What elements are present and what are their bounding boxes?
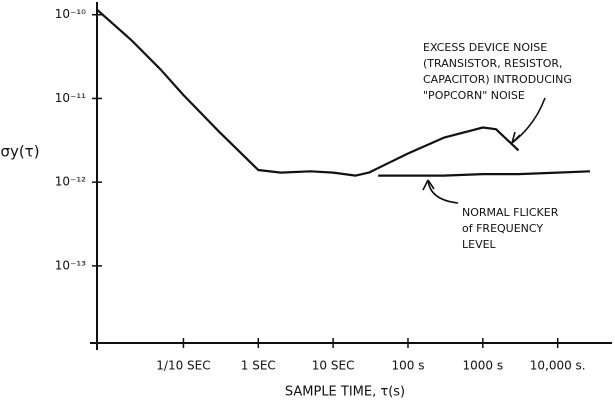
series-line xyxy=(96,8,520,177)
annotation: of FREQUENCY xyxy=(462,222,543,235)
y-tick-label: 10⁻¹² xyxy=(55,175,86,189)
x-tick-label: 10,000 s. xyxy=(530,359,586,373)
x-tick-label: 1/10 SEC xyxy=(156,359,210,373)
annotation: EXCESS DEVICE NOISE xyxy=(423,41,547,54)
y-axis-label: σy(τ) xyxy=(0,143,39,161)
annotation: (TRANSISTOR, RESISTOR, xyxy=(423,57,563,70)
x-tick-label: 10 SEC xyxy=(312,359,355,373)
y-tick-label: 10⁻¹¹ xyxy=(55,91,86,105)
series-line xyxy=(378,170,591,177)
y-tick-label: 10⁻¹⁰ xyxy=(55,7,86,21)
annotation: CAPACITOR) INTRODUCING xyxy=(423,73,572,86)
annotation: "POPCORN" NOISE xyxy=(423,89,525,102)
x-tick-label: 100 s xyxy=(391,359,424,373)
annotation: NORMAL FLICKER xyxy=(462,206,559,219)
annotation: LEVEL xyxy=(462,238,497,251)
y-tick-label: 10⁻¹³ xyxy=(55,258,86,272)
x-tick-label: 1000 s xyxy=(463,359,504,373)
annotation-arrow xyxy=(511,97,546,144)
annotation-arrow xyxy=(422,179,459,204)
x-axis-label: SAMPLE TIME, τ(s) xyxy=(285,385,405,400)
x-tick-label: 1 SEC xyxy=(241,359,276,373)
